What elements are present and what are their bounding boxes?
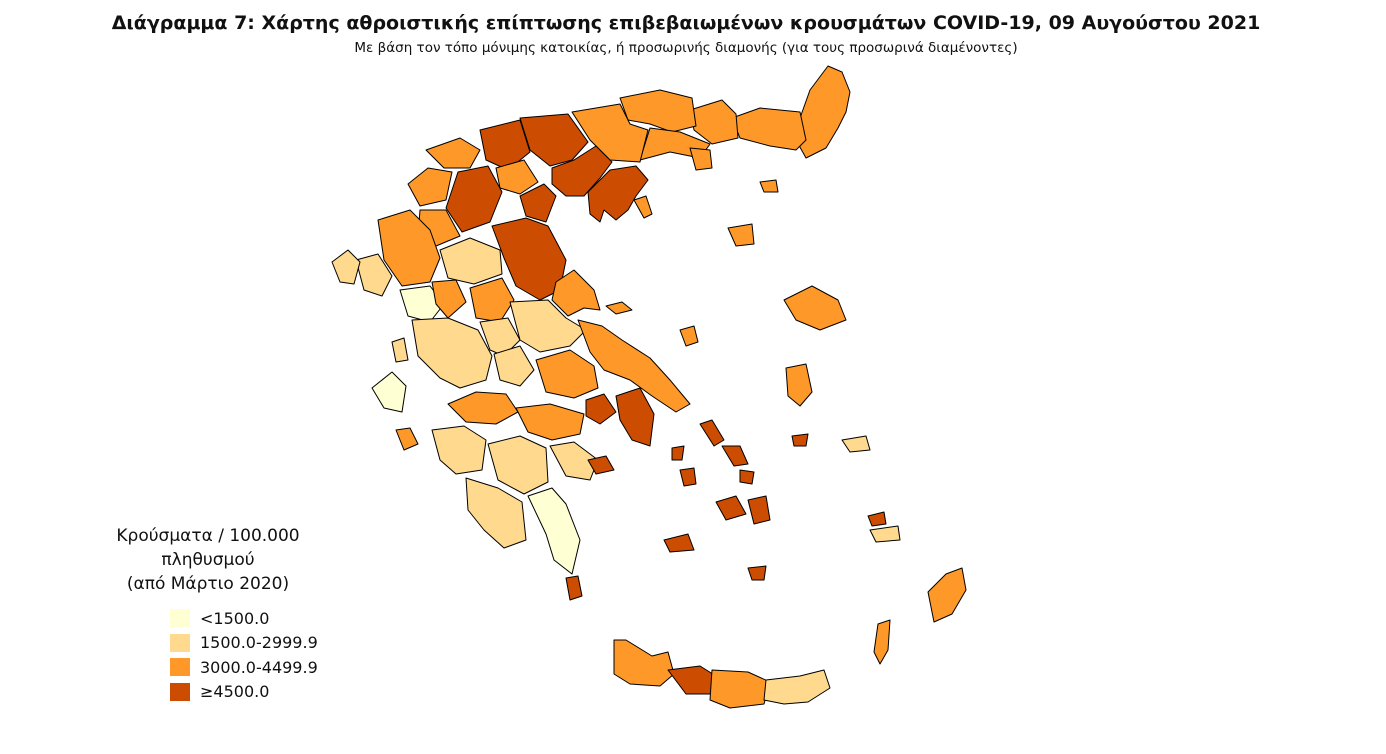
region-magnesia[interactable] bbox=[551, 269, 601, 317]
region-kythira[interactable] bbox=[565, 575, 583, 601]
region-milos[interactable] bbox=[663, 533, 695, 553]
legend-swatch bbox=[170, 609, 190, 628]
region-limnos[interactable] bbox=[727, 223, 755, 247]
legend-label: <1500.0 bbox=[200, 608, 270, 628]
region-sporades[interactable] bbox=[605, 301, 633, 315]
region-samothraki[interactable] bbox=[759, 179, 779, 193]
region-skyros[interactable] bbox=[679, 325, 699, 347]
region-karditsa[interactable] bbox=[469, 277, 515, 323]
region-kozani[interactable] bbox=[445, 165, 503, 233]
region-preveza[interactable] bbox=[399, 285, 445, 323]
region-lefkada[interactable] bbox=[391, 337, 409, 363]
region-tinos[interactable] bbox=[721, 445, 749, 467]
region-lasithi[interactable] bbox=[763, 669, 831, 705]
region-chios[interactable] bbox=[785, 363, 813, 407]
legend-item: <1500.0 bbox=[170, 606, 412, 631]
region-xanthi[interactable] bbox=[689, 99, 739, 145]
region-rethymno[interactable] bbox=[667, 665, 717, 695]
region-messinia[interactable] bbox=[465, 477, 527, 549]
map-title: Διάγραμμα 7: Χάρτης αθροιστικής επίπτωση… bbox=[111, 12, 1261, 34]
legend-item: 1500.0-2999.9 bbox=[170, 631, 412, 656]
region-florina[interactable] bbox=[425, 137, 481, 169]
region-drama[interactable] bbox=[619, 89, 697, 133]
region-ioannina[interactable] bbox=[377, 209, 441, 287]
region-kilkis[interactable] bbox=[519, 113, 589, 167]
region-rodopi[interactable] bbox=[731, 107, 807, 151]
region-lesvos[interactable] bbox=[783, 285, 847, 331]
region-kalymnos[interactable] bbox=[867, 511, 887, 527]
legend-label: 1500.0-2999.9 bbox=[200, 633, 318, 653]
map-subtitle: Με βάση τον τόπο μόνιμης κατοικίας, ή πρ… bbox=[354, 40, 1018, 56]
region-andros[interactable] bbox=[699, 419, 725, 447]
region-attiki-west[interactable] bbox=[585, 393, 617, 425]
region-fthiotida[interactable] bbox=[509, 299, 587, 353]
legend-title-line1: Κρούσματα / 100.000 πληθυσμού bbox=[116, 526, 300, 570]
region-fokida[interactable] bbox=[493, 345, 535, 387]
region-arkadia[interactable] bbox=[487, 435, 549, 495]
region-kea[interactable] bbox=[671, 445, 685, 461]
region-imathia[interactable] bbox=[495, 159, 539, 195]
region-aegina[interactable] bbox=[587, 455, 615, 475]
region-samos[interactable] bbox=[841, 435, 871, 453]
legend-swatch bbox=[170, 682, 190, 701]
region-pieria[interactable] bbox=[519, 183, 557, 223]
legend-label: ≥4500.0 bbox=[200, 682, 270, 702]
region-mykonos[interactable] bbox=[739, 469, 755, 485]
region-kastoria[interactable] bbox=[407, 167, 453, 207]
region-rodos[interactable] bbox=[927, 567, 967, 623]
region-serres[interactable] bbox=[571, 103, 649, 163]
region-thesprotia[interactable] bbox=[355, 253, 393, 297]
region-syros[interactable] bbox=[679, 467, 697, 487]
region-achaia[interactable] bbox=[447, 391, 519, 425]
region-ikaria[interactable] bbox=[791, 433, 809, 447]
legend-title-line2: (από Μάρτιο 2020) bbox=[126, 574, 290, 594]
legend-label: 3000.0-4499.9 bbox=[200, 657, 318, 677]
region-arta[interactable] bbox=[431, 279, 467, 319]
region-attiki-east[interactable] bbox=[615, 387, 655, 447]
region-viotia[interactable] bbox=[535, 349, 599, 399]
region-kos[interactable] bbox=[869, 525, 901, 543]
legend-swatch bbox=[170, 658, 190, 677]
region-santorini[interactable] bbox=[747, 565, 767, 581]
region-evros[interactable] bbox=[795, 65, 851, 159]
region-kerkyra[interactable] bbox=[331, 249, 361, 285]
region-naxos[interactable] bbox=[747, 495, 771, 525]
legend-item: ≥4500.0 bbox=[170, 680, 412, 705]
region-chania[interactable] bbox=[613, 639, 675, 687]
region-ilia[interactable] bbox=[431, 425, 487, 475]
region-irakleio[interactable] bbox=[709, 669, 771, 709]
region-zakynthos[interactable] bbox=[395, 427, 419, 451]
region-kefalonia[interactable] bbox=[371, 371, 407, 413]
legend-item: 3000.0-4499.9 bbox=[170, 655, 412, 680]
region-karpathos[interactable] bbox=[873, 619, 891, 665]
region-korinthia[interactable] bbox=[515, 403, 585, 441]
region-chalkidiki[interactable] bbox=[587, 165, 649, 223]
legend-items: <1500.0 1500.0-2999.9 3000.0-4499.9 ≥450… bbox=[170, 606, 412, 704]
legend: Κρούσματα / 100.000 πληθυσμού (από Μάρτι… bbox=[92, 524, 412, 704]
region-aitoloakarnania[interactable] bbox=[411, 317, 493, 389]
region-athos[interactable] bbox=[633, 195, 653, 219]
region-thasos[interactable] bbox=[689, 147, 713, 171]
legend-title: Κρούσματα / 100.000 πληθυσμού (από Μάρτι… bbox=[92, 524, 324, 596]
region-thessaloniki[interactable] bbox=[551, 145, 613, 197]
legend-swatch bbox=[170, 633, 190, 652]
region-paros[interactable] bbox=[715, 495, 747, 521]
region-trikala[interactable] bbox=[439, 237, 503, 285]
region-lakonia[interactable] bbox=[527, 487, 581, 575]
region-evia[interactable] bbox=[577, 319, 691, 413]
